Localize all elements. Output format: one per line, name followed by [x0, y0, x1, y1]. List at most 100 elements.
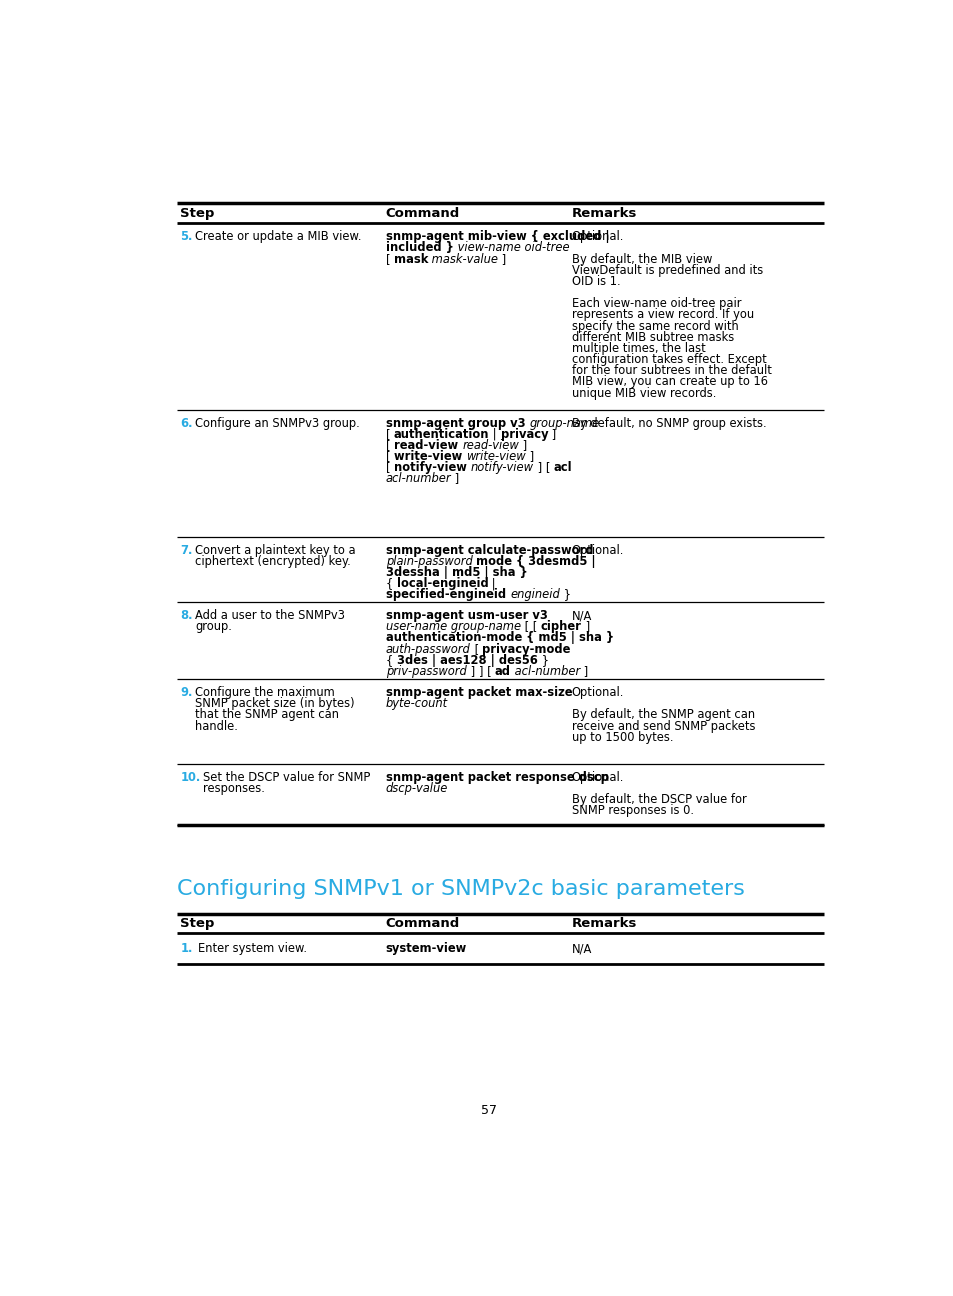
Text: acl-number: acl-number [510, 665, 579, 678]
Text: 3des | aes128 | des56: 3des | aes128 | des56 [396, 653, 537, 666]
Text: snmp-agent calculate-password: snmp-agent calculate-password [385, 543, 593, 556]
Text: ] [: ] [ [534, 461, 554, 474]
Text: ]: ] [518, 439, 527, 452]
Text: Create or update a MIB view.: Create or update a MIB view. [195, 231, 361, 244]
Text: Optional.: Optional. [571, 771, 623, 784]
Text: snmp-agent group v3: snmp-agent group v3 [385, 416, 529, 429]
Text: {: { [385, 653, 396, 666]
Text: represents a view record. If you: represents a view record. If you [571, 308, 753, 321]
Text: auth-password: auth-password [385, 643, 470, 656]
Text: byte-count: byte-count [385, 697, 448, 710]
Text: Step: Step [180, 207, 214, 220]
Text: [: [ [470, 643, 482, 656]
Text: [: [ [385, 428, 394, 441]
Text: Configure the maximum: Configure the maximum [195, 686, 335, 699]
Text: {: { [385, 577, 396, 590]
Text: By default, the DSCP value for: By default, the DSCP value for [571, 793, 746, 806]
Text: notify-view: notify-view [394, 461, 471, 474]
Text: Configure an SNMPv3 group.: Configure an SNMPv3 group. [195, 416, 359, 429]
Text: write-view: write-view [394, 450, 466, 463]
Text: ciphertext (encrypted) key.: ciphertext (encrypted) key. [195, 555, 351, 568]
Text: notify-view: notify-view [471, 461, 534, 474]
Text: SNMP packet size (in bytes): SNMP packet size (in bytes) [195, 697, 355, 710]
Text: Optional.: Optional. [571, 543, 623, 556]
Text: 9.: 9. [180, 686, 193, 699]
Text: Add a user to the SNMPv3: Add a user to the SNMPv3 [195, 609, 345, 622]
Text: [: [ [385, 253, 394, 266]
Text: ]: ] [579, 665, 588, 678]
Text: specified-engineid: specified-engineid [385, 588, 510, 601]
Text: Each view-name oid-tree pair: Each view-name oid-tree pair [571, 297, 740, 310]
Text: authentication-mode { md5 | sha }: authentication-mode { md5 | sha } [385, 631, 614, 644]
Text: read-view: read-view [394, 439, 461, 452]
Text: snmp-agent packet response dscp: snmp-agent packet response dscp [385, 771, 608, 784]
Text: ]: ] [525, 450, 534, 463]
Text: [ [: [ [ [520, 621, 540, 634]
Text: }: } [537, 653, 548, 666]
Text: acl-number: acl-number [385, 472, 451, 486]
Text: ]: ] [497, 253, 506, 266]
Text: mask-value: mask-value [428, 253, 497, 266]
Text: different MIB subtree masks: different MIB subtree masks [571, 330, 733, 343]
Text: that the SNMP agent can: that the SNMP agent can [195, 709, 339, 722]
Text: priv-password: priv-password [385, 665, 466, 678]
Text: dscp-value: dscp-value [385, 781, 448, 794]
Text: Enter system view.: Enter system view. [197, 942, 306, 955]
Text: engineid: engineid [510, 588, 559, 601]
Text: ]: ] [581, 621, 589, 634]
Text: local-engineid: local-engineid [396, 577, 488, 590]
Text: 3dessha | md5 | sha }: 3dessha | md5 | sha } [385, 566, 527, 579]
Text: specify the same record with: specify the same record with [571, 320, 738, 333]
Text: Set the DSCP value for SNMP: Set the DSCP value for SNMP [203, 771, 370, 784]
Text: [: [ [385, 461, 394, 474]
Text: included }: included } [385, 241, 454, 254]
Text: SNMP responses is 0.: SNMP responses is 0. [571, 805, 693, 818]
Text: group.: group. [195, 621, 232, 634]
Text: authentication: authentication [394, 428, 489, 441]
Text: system-view: system-view [385, 942, 467, 955]
Text: snmp-agent packet max-size: snmp-agent packet max-size [385, 686, 572, 699]
Text: 8.: 8. [180, 609, 193, 622]
Text: [: [ [385, 450, 394, 463]
Text: By default, no SNMP group exists.: By default, no SNMP group exists. [571, 416, 765, 429]
Text: user-name group-name: user-name group-name [385, 621, 520, 634]
Text: }: } [559, 588, 570, 601]
Text: OID is 1.: OID is 1. [571, 275, 619, 288]
Text: write-view: write-view [466, 450, 525, 463]
Text: ]: ] [548, 428, 556, 441]
Text: privacy: privacy [500, 428, 548, 441]
Text: Remarks: Remarks [571, 207, 637, 220]
Text: snmp-agent usm-user v3: snmp-agent usm-user v3 [385, 609, 547, 622]
Text: mask: mask [394, 253, 428, 266]
Text: Configuring SNMPv1 or SNMPv2c basic parameters: Configuring SNMPv1 or SNMPv2c basic para… [177, 879, 744, 899]
Text: By default, the SNMP agent can: By default, the SNMP agent can [571, 709, 754, 722]
Text: MIB view, you can create up to 16: MIB view, you can create up to 16 [571, 376, 767, 389]
Text: 6.: 6. [180, 416, 193, 429]
Text: N/A: N/A [571, 609, 592, 622]
Text: Step: Step [180, 918, 214, 931]
Text: responses.: responses. [203, 781, 265, 794]
Text: 5.: 5. [180, 231, 193, 244]
Text: multiple times, the last: multiple times, the last [571, 342, 705, 355]
Text: cipher: cipher [540, 621, 581, 634]
Text: read-view: read-view [461, 439, 518, 452]
Text: Optional.: Optional. [571, 231, 623, 244]
Text: up to 1500 bytes.: up to 1500 bytes. [571, 731, 673, 744]
Text: 1.: 1. [180, 942, 193, 955]
Text: view-name oid-tree: view-name oid-tree [454, 241, 569, 254]
Text: Command: Command [385, 918, 459, 931]
Text: ]: ] [451, 472, 459, 486]
Text: for the four subtrees in the default: for the four subtrees in the default [571, 364, 771, 377]
Text: 57: 57 [480, 1104, 497, 1117]
Text: 10.: 10. [180, 771, 200, 784]
Text: snmp-agent mib-view { excluded |: snmp-agent mib-view { excluded | [385, 231, 609, 244]
Text: [: [ [385, 439, 394, 452]
Text: handle.: handle. [195, 719, 238, 732]
Text: ViewDefault is predefined and its: ViewDefault is predefined and its [571, 263, 762, 277]
Text: Convert a plaintext key to a: Convert a plaintext key to a [195, 543, 355, 556]
Text: N/A: N/A [571, 942, 592, 955]
Text: receive and send SNMP packets: receive and send SNMP packets [571, 719, 755, 732]
Text: mode { 3desmd5 |: mode { 3desmd5 | [476, 555, 596, 568]
Text: ] ] [: ] ] [ [466, 665, 495, 678]
Text: Command: Command [385, 207, 459, 220]
